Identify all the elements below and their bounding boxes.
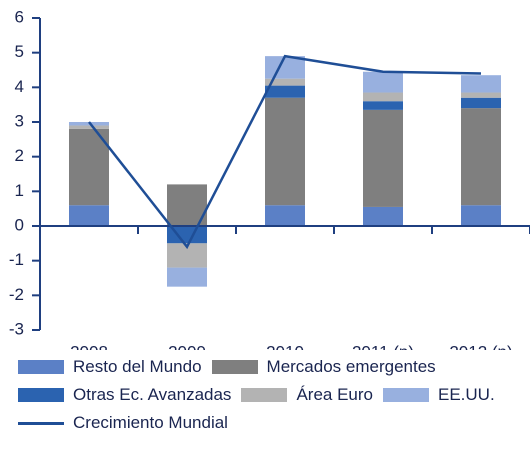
bar-segment [69,205,109,226]
legend-label: Resto del Mundo [73,357,202,376]
bar-segment [69,125,109,129]
line-series [88,54,482,250]
bar-segment [363,92,403,102]
bar-segment [363,71,403,93]
legend-label: Área Euro [296,385,373,404]
y-tick-label: -2 [9,285,24,304]
legend-swatch [18,360,64,374]
y-tick-label: -3 [9,319,24,338]
legend-item: Área Euro [241,384,373,406]
legend-item: Otras Ec. Avanzadas [18,384,231,406]
bar-segment [265,97,305,206]
bar-segment [461,92,501,98]
chart: -3 -2 -1 0 1 2 3 4 5 6 2008 2009 2010 2011 (p) 2012 (p… [9,7,530,361]
y-tick-label: 5 [15,42,24,61]
bar-segment [265,85,305,98]
legend-label: Crecimiento Mundial [73,413,228,432]
bar-segment [167,267,207,287]
x-tick-label: 2012 (p) [449,342,512,350]
x-tick-label: 2008 [70,342,108,350]
bar-segment [265,205,305,226]
y-tick-label: 3 [15,111,24,130]
y-tick-label: 6 [15,7,24,26]
bar-segment [461,97,501,109]
bar-segment [363,101,403,110]
legend-swatch [18,421,64,425]
bar-segment [167,226,207,244]
bar-segment [461,75,501,93]
legend-label: Mercados emergentes [266,357,436,376]
x-tick-label: 2011 (p) [352,342,414,350]
bar-segment [69,128,109,206]
y-tick-label: 1 [15,181,24,200]
legend-swatch [18,388,64,402]
legend-swatch [382,388,429,402]
y-tick-label: 4 [15,77,24,96]
bar-segment [461,108,501,206]
legend-label: Otras Ec. Avanzadas [73,385,232,404]
legend-item: Mercados emergentes [211,356,436,378]
legend: Resto del Mundo Mercados emergentes Otras … [18,356,528,434]
x-tick-label: 2010 [266,342,304,350]
legend-label: EE.UU. [437,385,495,404]
legend-item: Resto del Mundo [18,356,202,378]
bar-segment [363,109,403,207]
legend-swatch [211,360,258,374]
y-tick-label: -1 [9,250,24,269]
legend-item: EE.UU. [382,384,495,406]
y-tick-label: 2 [15,146,24,165]
bar-segment [461,205,501,226]
bar-segment [363,206,403,226]
bar-segment [265,78,305,86]
legend-item: Crecimiento Mundial [18,412,228,434]
legend-swatch [241,388,288,402]
y-tick-label: 0 [15,215,24,234]
x-tick-label: 2009 [168,342,206,350]
